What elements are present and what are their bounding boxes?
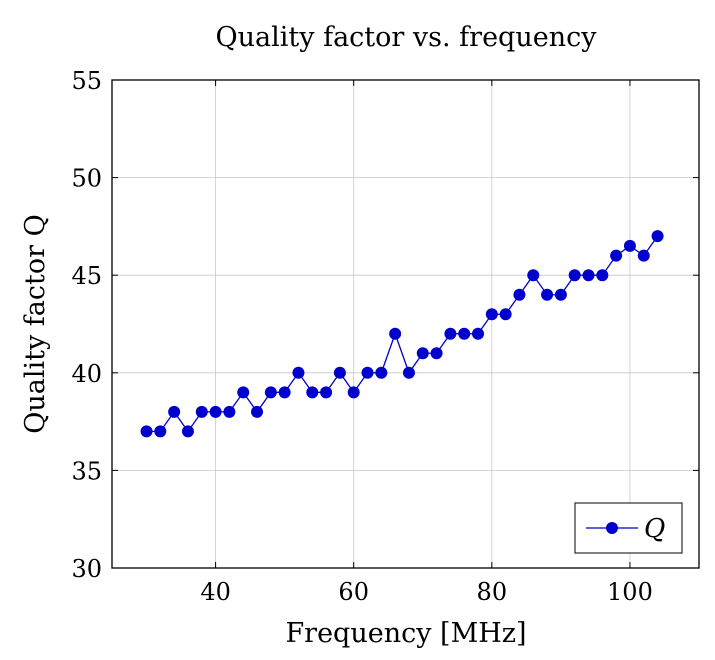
y-tick-label: 30 xyxy=(71,555,102,583)
data-point xyxy=(375,366,388,379)
grid xyxy=(112,79,699,569)
data-point xyxy=(623,239,636,252)
data-point xyxy=(333,366,346,379)
data-point xyxy=(444,327,457,340)
data-point xyxy=(154,425,167,438)
y-tick-label: 45 xyxy=(71,262,102,290)
data-point xyxy=(237,386,250,399)
data-point xyxy=(181,425,194,438)
data-point xyxy=(292,366,305,379)
series-line xyxy=(146,235,659,433)
data-point xyxy=(320,386,333,399)
data-point xyxy=(264,386,277,399)
data-point xyxy=(278,386,291,399)
data-point xyxy=(541,288,554,301)
data-point xyxy=(527,269,540,282)
data-point xyxy=(195,405,208,418)
data-point xyxy=(306,386,319,399)
series-layer xyxy=(140,230,664,438)
legend-label: Q xyxy=(644,514,665,544)
data-point xyxy=(223,405,236,418)
data-point xyxy=(637,249,650,262)
data-point xyxy=(416,347,429,360)
data-point xyxy=(430,347,443,360)
data-point xyxy=(568,269,581,282)
data-point xyxy=(140,425,153,438)
plot-frame xyxy=(111,79,700,569)
data-point xyxy=(361,366,374,379)
data-point xyxy=(582,269,595,282)
axis-ticks: 40 60 80 100 30 35 40 45 50 55 xyxy=(71,67,699,606)
data-point xyxy=(251,405,264,418)
data-point xyxy=(402,366,415,379)
data-point xyxy=(554,288,567,301)
data-point xyxy=(596,269,609,282)
x-tick-label: 60 xyxy=(338,578,369,606)
data-point xyxy=(485,308,498,321)
data-point xyxy=(513,288,526,301)
x-tick-label: 100 xyxy=(607,578,653,606)
x-tick-label: 40 xyxy=(200,578,231,606)
x-tick-label: 80 xyxy=(477,578,508,606)
x-axis-label: Frequency [MHz] xyxy=(285,618,526,649)
y-tick-label: 55 xyxy=(71,67,102,95)
legend: Q xyxy=(574,502,683,554)
data-point xyxy=(610,249,623,262)
y-tick-label: 50 xyxy=(71,165,102,193)
data-point xyxy=(347,386,360,399)
y-tick-label: 35 xyxy=(71,457,102,485)
legend-marker xyxy=(606,522,618,534)
data-point xyxy=(499,308,512,321)
data-point xyxy=(458,327,471,340)
data-point xyxy=(209,405,222,418)
data-point xyxy=(651,230,664,243)
data-point xyxy=(472,327,485,340)
data-point xyxy=(389,327,402,340)
data-point xyxy=(168,405,181,418)
chart-title: Quality factor vs. frequency xyxy=(216,22,598,53)
y-tick-label: 40 xyxy=(71,360,102,388)
y-axis-label: Quality factor Q xyxy=(20,214,51,434)
